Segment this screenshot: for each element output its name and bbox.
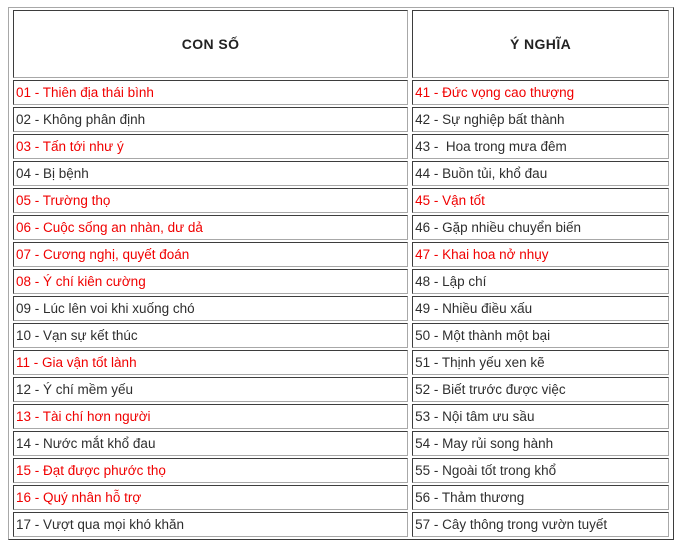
table-row: 05 - Trường thọ 45 - Vận tốt bbox=[13, 188, 669, 213]
table-row: 08 - Ý chí kiên cường 48 - Lập chí bbox=[13, 269, 669, 294]
table-body: 01 - Thiên địa thái bình 41 - Đức vọng c… bbox=[13, 80, 669, 537]
con-so-cell: 13 - Tài chí hơn người bbox=[13, 404, 409, 429]
y-nghia-cell: 52 - Biết trước được việc bbox=[412, 377, 669, 402]
column-header-y-nghia: Ý NGHĨA bbox=[412, 10, 669, 78]
y-nghia-cell: 47 - Khai hoa nở nhụy bbox=[412, 242, 669, 267]
table-row: 15 - Đạt được phước thọ 55 - Ngoài tốt t… bbox=[13, 458, 669, 483]
con-so-cell: 01 - Thiên địa thái bình bbox=[13, 80, 409, 105]
y-nghia-cell: 49 - Nhiều điều xấu bbox=[412, 296, 669, 321]
y-nghia-cell: 57 - Cây thông trong vườn tuyết bbox=[412, 512, 669, 537]
con-so-cell: 07 - Cương nghị, quyết đoán bbox=[13, 242, 409, 267]
y-nghia-cell: 42 - Sự nghiệp bất thành bbox=[412, 107, 669, 132]
table-row: 06 - Cuộc sống an nhàn, dư dả 46 - Gặp n… bbox=[13, 215, 669, 240]
table-row: 03 - Tấn tới như ý 43 - Hoa trong mưa đê… bbox=[13, 134, 669, 159]
y-nghia-cell: 50 - Một thành một bại bbox=[412, 323, 669, 348]
column-header-con-so: CON SỐ bbox=[13, 10, 409, 78]
table-row: 17 - Vượt qua mọi khó khăn 57 - Cây thôn… bbox=[13, 512, 669, 537]
con-so-cell: 11 - Gia vận tốt lành bbox=[13, 350, 409, 375]
header-row: CON SỐ Ý NGHĨA bbox=[13, 10, 669, 78]
y-nghia-cell: 48 - Lập chí bbox=[412, 269, 669, 294]
y-nghia-cell: 46 - Gặp nhiều chuyển biến bbox=[412, 215, 669, 240]
table-row: 07 - Cương nghị, quyết đoán 47 - Khai ho… bbox=[13, 242, 669, 267]
con-so-cell: 12 - Ý chí mềm yếu bbox=[13, 377, 409, 402]
con-so-cell: 08 - Ý chí kiên cường bbox=[13, 269, 409, 294]
table-row: 09 - Lúc lên voi khi xuống chó 49 - Nhiề… bbox=[13, 296, 669, 321]
y-nghia-cell: 55 - Ngoài tốt trong khổ bbox=[412, 458, 669, 483]
con-so-cell: 14 - Nước mắt khổ đau bbox=[13, 431, 409, 456]
con-so-cell: 17 - Vượt qua mọi khó khăn bbox=[13, 512, 409, 537]
con-so-cell: 04 - Bị bệnh bbox=[13, 161, 409, 186]
y-nghia-cell: 51 - Thịnh yếu xen kẽ bbox=[412, 350, 669, 375]
y-nghia-cell: 56 - Thảm thương bbox=[412, 485, 669, 510]
y-nghia-cell: 41 - Đức vọng cao thượng bbox=[412, 80, 669, 105]
table-row: 16 - Quý nhân hỗ trợ 56 - Thảm thương bbox=[13, 485, 669, 510]
con-so-cell: 15 - Đạt được phước thọ bbox=[13, 458, 409, 483]
con-so-cell: 02 - Không phân định bbox=[13, 107, 409, 132]
table-row: 14 - Nước mắt khổ đau 54 - May rủi song … bbox=[13, 431, 669, 456]
con-so-cell: 03 - Tấn tới như ý bbox=[13, 134, 409, 159]
table-header: CON SỐ Ý NGHĨA bbox=[13, 10, 669, 78]
con-so-cell: 10 - Vạn sự kết thúc bbox=[13, 323, 409, 348]
y-nghia-cell: 54 - May rủi song hành bbox=[412, 431, 669, 456]
table-row: 04 - Bị bệnh 44 - Buồn tủi, khổ đau bbox=[13, 161, 669, 186]
table-row: 02 - Không phân định 42 - Sự nghiệp bất … bbox=[13, 107, 669, 132]
con-so-cell: 16 - Quý nhân hỗ trợ bbox=[13, 485, 409, 510]
y-nghia-cell: 45 - Vận tốt bbox=[412, 188, 669, 213]
con-so-cell: 05 - Trường thọ bbox=[13, 188, 409, 213]
table-row: 12 - Ý chí mềm yếu 52 - Biết trước được … bbox=[13, 377, 669, 402]
y-nghia-cell: 43 - Hoa trong mưa đêm bbox=[412, 134, 669, 159]
y-nghia-cell: 44 - Buồn tủi, khổ đau bbox=[412, 161, 669, 186]
table-row: 13 - Tài chí hơn người 53 - Nội tâm ưu s… bbox=[13, 404, 669, 429]
con-so-cell: 09 - Lúc lên voi khi xuống chó bbox=[13, 296, 409, 321]
table-row: 10 - Vạn sự kết thúc 50 - Một thành một … bbox=[13, 323, 669, 348]
table-row: 11 - Gia vận tốt lành 51 - Thịnh yếu xen… bbox=[13, 350, 669, 375]
con-so-cell: 06 - Cuộc sống an nhàn, dư dả bbox=[13, 215, 409, 240]
table-row: 01 - Thiên địa thái bình 41 - Đức vọng c… bbox=[13, 80, 669, 105]
number-meaning-table: CON SỐ Ý NGHĨA 01 - Thiên địa thái bình … bbox=[8, 7, 674, 540]
y-nghia-cell: 53 - Nội tâm ưu sầu bbox=[412, 404, 669, 429]
